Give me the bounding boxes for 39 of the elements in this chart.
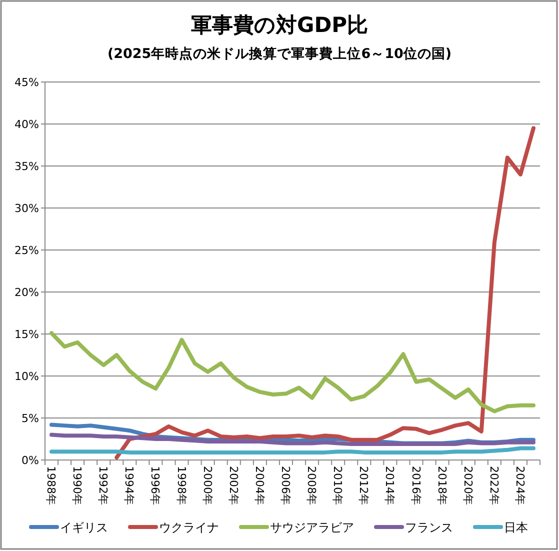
x-tick-label: 2022年 [487, 466, 500, 505]
x-tick-label: 1994年 [122, 466, 136, 505]
y-tick-label: 15% [14, 328, 39, 341]
legend-label: 日本 [504, 520, 528, 534]
x-tick-label: 2008年 [305, 466, 318, 505]
line-series [114, 126, 536, 460]
x-tick-label: 2012年 [357, 466, 370, 505]
x-tick-label: 1998年 [174, 466, 188, 505]
x-tick-label: 2024年 [513, 466, 526, 505]
y-tick-label: 40% [14, 118, 39, 131]
chart-title: 軍事費の対GDP比 [190, 13, 368, 37]
y-tick-label: 30% [14, 202, 39, 215]
x-tick-label: 2018年 [435, 466, 448, 505]
legend-label: サウジアラビア [270, 520, 354, 534]
y-tick-label: 0% [22, 454, 39, 467]
x-tick-label: 2016年 [409, 466, 422, 505]
x-tick-label: 1992年 [96, 466, 110, 505]
x-tick-label: 2004年 [252, 466, 266, 505]
legend-label: フランス [405, 520, 453, 534]
x-tick-label: 1996年 [148, 466, 162, 505]
x-tick-label: 2010年 [331, 466, 344, 505]
y-tick-label: 20% [14, 286, 39, 299]
y-tick-label: 5% [22, 412, 39, 425]
x-tick-label: 2000年 [200, 466, 214, 505]
x-tick-label: 2020年 [461, 466, 474, 505]
line-series [50, 331, 536, 414]
y-tick-label: 45% [14, 76, 39, 89]
x-tick-label: 2014年 [383, 466, 396, 505]
line-series [50, 432, 536, 446]
x-tick-label: 2006年 [278, 466, 292, 505]
x-tick-label: 1990年 [70, 466, 84, 505]
legend-label: ウクライナ [159, 520, 219, 534]
x-tick-label: 2002年 [226, 466, 240, 505]
y-tick-label: 10% [14, 370, 39, 383]
chart-subtitle: (2025年時点の米ドル換算で軍事費上位6～10位の国) [107, 46, 452, 62]
y-tick-label: 25% [14, 244, 39, 257]
y-tick-label: 35% [14, 160, 39, 173]
legend-label: イギリス [60, 520, 108, 534]
x-tick-label: 1988年 [44, 466, 58, 505]
